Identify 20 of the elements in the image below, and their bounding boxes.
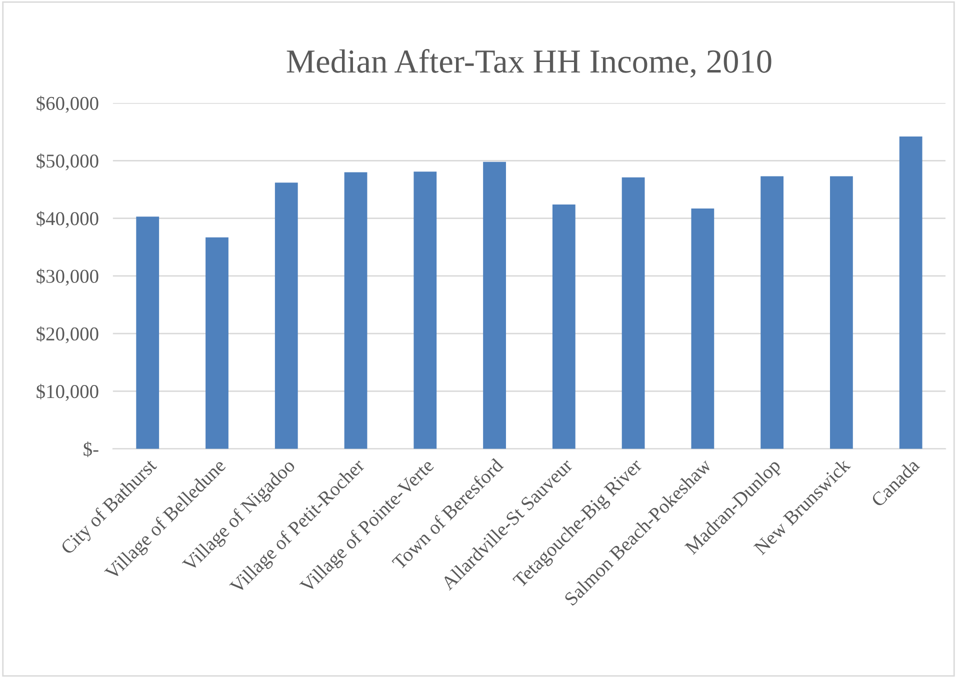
bar — [483, 162, 506, 449]
bar — [830, 176, 853, 449]
y-tick-label: $10,000 — [36, 384, 98, 401]
bar — [414, 172, 437, 449]
bar — [344, 172, 368, 449]
bar — [274, 182, 298, 449]
y-tick-label: $50,000 — [36, 153, 98, 170]
chart-title: Median After-Tax HH Income, 2010 — [286, 49, 772, 78]
bar — [760, 176, 784, 449]
bar — [691, 208, 714, 449]
y-tick-label: $40,000 — [36, 210, 98, 228]
bar — [899, 136, 922, 449]
bar — [206, 237, 228, 449]
bar — [136, 216, 160, 449]
bar — [552, 204, 576, 449]
y-tick-label: $20,000 — [36, 326, 98, 344]
bar — [622, 177, 645, 449]
y-tick-label: $30,000 — [36, 268, 98, 286]
y-tick-label: $60,000 — [36, 96, 98, 113]
y-tick-label: $- — [84, 442, 98, 458]
